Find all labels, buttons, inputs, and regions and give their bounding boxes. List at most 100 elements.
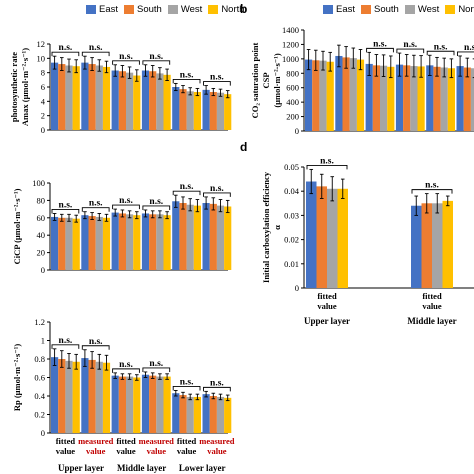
significance-label: n.s. [373, 39, 387, 49]
bar-west [216, 396, 225, 433]
bar-north [72, 218, 80, 270]
bar-north [72, 66, 80, 130]
bar-north [442, 200, 453, 288]
bar-south [209, 396, 217, 433]
bar-west [432, 203, 443, 288]
bar-west [327, 188, 338, 288]
legend-swatch-east-b [323, 5, 333, 14]
category-label: measured [199, 436, 235, 446]
bar-west [216, 92, 225, 130]
y-tick-label: 0.2 [34, 410, 45, 420]
chart-panel-b: 0 200 400 600 800 1000 1200 1400 CO₂ saturation … [250, 25, 474, 136]
legend-swatch-north [208, 5, 219, 14]
legend-label-west: West [180, 4, 203, 15]
significance-bracket [51, 344, 80, 349]
legend-item-north: North [208, 4, 245, 15]
significance-bracket [411, 189, 453, 194]
bar-south [88, 64, 96, 130]
bar-south [179, 89, 187, 130]
bar-east [306, 181, 317, 288]
legend-right: East South West North [323, 4, 474, 15]
y-tick-label: 40 [37, 230, 46, 240]
y-tick-label: 0.05 [284, 162, 299, 172]
bar-east [426, 65, 434, 131]
y-tick-label: 8 [41, 68, 45, 78]
bar-north [417, 66, 425, 131]
y-tick-label: 80 [37, 195, 46, 205]
chart-panel-e: 0 0.2 0.4 0.6 0.8 1 1.2 Rp (μmol·m⁻²·s⁻¹) n.s. fi… [12, 317, 235, 473]
category-label: fitted [116, 436, 136, 446]
y-tick-label: 0.04 [284, 186, 300, 196]
category-label: value [422, 301, 442, 311]
bar-south [433, 66, 441, 131]
y-tick-label: 100 [32, 178, 45, 188]
bar-south [209, 92, 217, 130]
y-axis-title: CSP [261, 72, 271, 88]
y-tick-label: 1000 [282, 54, 299, 64]
significance-label: n.s. [149, 359, 163, 369]
category-label: fitted [177, 436, 197, 446]
bar-west [65, 360, 73, 433]
significance-label: n.s. [59, 336, 73, 346]
bar-west [95, 361, 103, 433]
category-label: fitted [422, 291, 442, 301]
significance-label: n.s. [425, 181, 439, 191]
bar-east [172, 201, 180, 270]
significance-label: n.s. [119, 52, 133, 62]
bar-south [58, 359, 66, 433]
bar-south [316, 186, 327, 288]
legend-item-west-b: West [404, 4, 439, 15]
legend-left: East South West North [86, 4, 245, 15]
bar-south [149, 214, 157, 270]
significance-label: n.s. [89, 43, 103, 53]
bar-east [141, 213, 150, 270]
y-tick-label: 2 [41, 111, 45, 121]
bar-north [102, 66, 111, 130]
bar-north [224, 94, 232, 130]
legend-swatch-south-b [361, 5, 372, 14]
legend-swatch-west-b [404, 5, 415, 14]
legend-swatch-east [86, 5, 96, 14]
bar-east [202, 89, 210, 130]
bar-west [186, 91, 194, 130]
y-tick-label: 0 [295, 283, 299, 293]
category-label: value [317, 301, 337, 311]
significance-bracket [81, 345, 110, 350]
significance-bracket [112, 60, 140, 65]
panel-label-b: b [240, 2, 248, 16]
bar-north [133, 215, 141, 270]
bar-west [65, 217, 73, 270]
significance-label: n.s. [320, 156, 334, 166]
y-tick-label: 1400 [282, 25, 299, 35]
legend-item-east-b: East [323, 4, 355, 15]
legend-label-north: North [221, 4, 245, 15]
bar-south [118, 376, 126, 433]
y-axis-title: CO₂ saturation point [250, 42, 260, 118]
significance-bracket [81, 51, 110, 57]
category-label: measured [78, 436, 114, 446]
significance-label: n.s. [180, 70, 194, 80]
y-tick-label: 0.01 [284, 259, 299, 269]
bar-west [156, 214, 164, 270]
y-axis-title: Rp (μmol·m⁻²·s⁻¹) [12, 344, 22, 411]
bar-south [58, 64, 66, 130]
bar-south [342, 57, 350, 131]
y-tick-label: 0.03 [284, 210, 299, 220]
bar-west [126, 72, 134, 130]
bar-west [186, 396, 194, 433]
bar-south [118, 71, 126, 130]
bar-south [372, 65, 380, 131]
y-tick-label: 0 [41, 125, 45, 135]
bar-west [186, 204, 194, 270]
y-axis-title: α [272, 225, 282, 230]
significance-bracket [142, 367, 171, 372]
bar-south [463, 67, 471, 131]
bar-east [81, 358, 89, 433]
bar-south [312, 60, 320, 131]
bar-south [88, 359, 96, 433]
y-tick-label: 0.6 [34, 373, 45, 383]
significance-label: n.s. [180, 182, 194, 192]
y-tick-label: 4 [41, 96, 46, 106]
category-label: value [56, 446, 76, 456]
y-tick-label: 20 [37, 248, 46, 258]
